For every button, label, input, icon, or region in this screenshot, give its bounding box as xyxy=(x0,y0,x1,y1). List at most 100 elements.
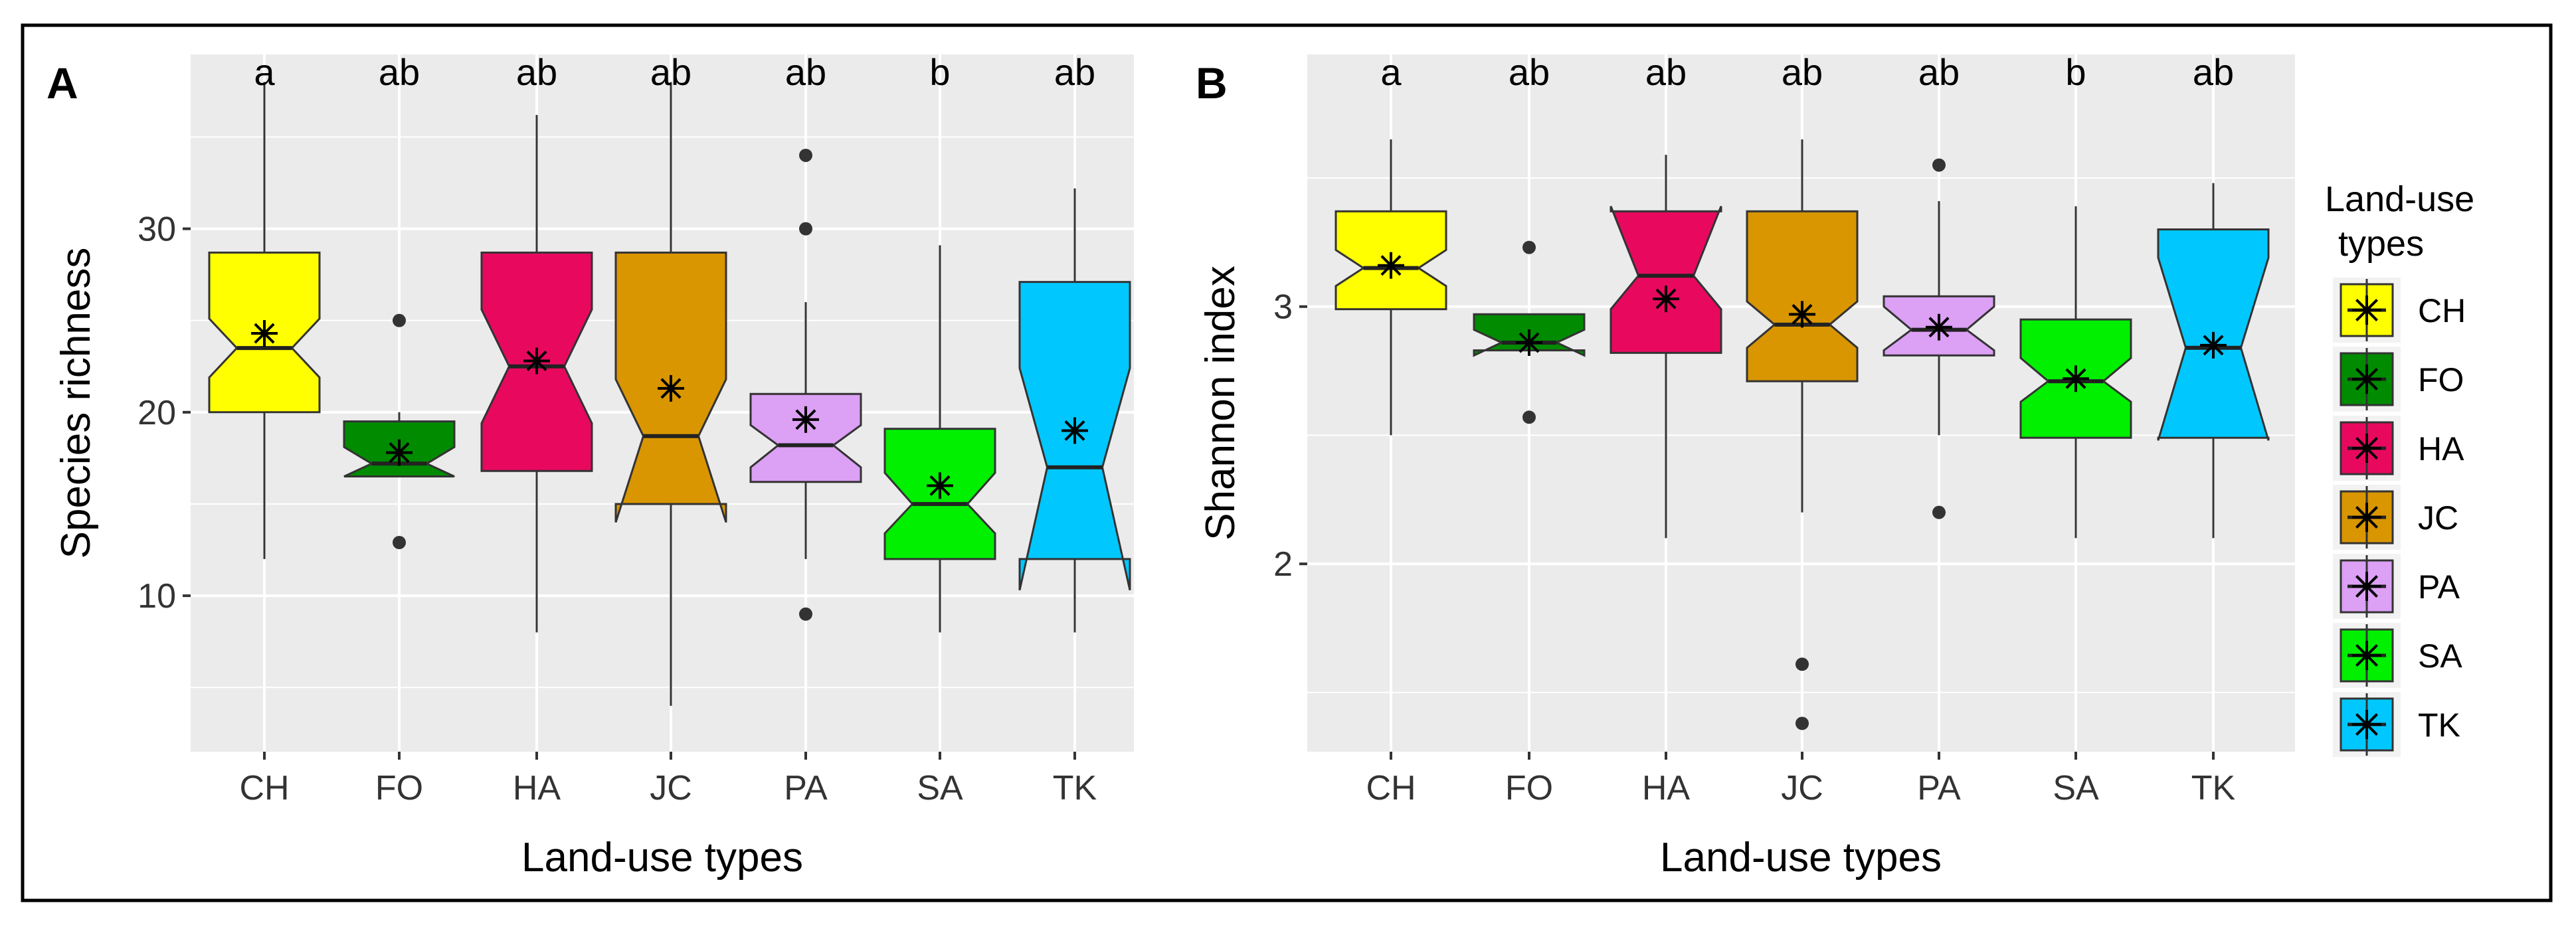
panel-a-box-fo xyxy=(343,313,456,549)
panel-b-x-axis-title: Land-use types xyxy=(1660,835,1942,881)
panel-a-x-tick-label: FO xyxy=(375,769,423,807)
legend-item-ha: HA xyxy=(2333,416,2464,481)
legend-item-jc: JC xyxy=(2333,485,2458,550)
legend-item-sa: SA xyxy=(2333,623,2462,688)
legend: Land-use types CH FO HA JC PA SA TK xyxy=(2325,179,2474,757)
mean-marker xyxy=(792,406,819,433)
outlier-point xyxy=(1932,505,1946,519)
panel-b-x-tick-label: SA xyxy=(2053,769,2099,807)
panel-a-box-ha xyxy=(480,115,593,633)
panel-b-box-fo xyxy=(1473,240,1586,424)
mean-marker xyxy=(2063,365,2089,392)
panel-a-y-axis-title: Species richness xyxy=(53,248,99,559)
outlier-point xyxy=(799,148,812,162)
legend-label-sa: SA xyxy=(2418,637,2462,675)
legend-key-mean-marker-stroke xyxy=(2355,506,2378,529)
mean-marker xyxy=(2200,331,2227,359)
mean-marker-stroke xyxy=(389,442,410,463)
mean-marker-stroke xyxy=(526,350,547,372)
panel-a-letter-sa: b xyxy=(929,51,950,93)
panel-a-box-pa xyxy=(749,148,862,621)
panel-a-letter-ch: a xyxy=(254,51,275,93)
legend-key-mean-marker xyxy=(2352,434,2381,463)
mean-marker xyxy=(658,375,684,402)
legend-key-mean-marker xyxy=(2352,710,2381,739)
panel-b-x-tick-label: FO xyxy=(1505,769,1553,807)
panel-a: a ab ab ab ab b ab 10 20 30 CH FO HA JC PA SA TK A Lan… xyxy=(46,51,1134,881)
panel-a-box-tk xyxy=(1018,188,1131,633)
legend-key-mean-marker xyxy=(2352,641,2381,670)
outlier-point xyxy=(393,313,406,327)
legend-items: CH FO HA JC PA SA TK xyxy=(2333,278,2466,757)
mean-marker xyxy=(927,472,953,499)
mean-marker-stroke xyxy=(1064,420,1085,442)
mean-marker xyxy=(1789,301,1815,328)
panel-b-y-tick-label: 3 xyxy=(1273,288,1293,327)
legend-item-ch: CH xyxy=(2333,278,2466,343)
panel-b-box-sa xyxy=(2019,206,2132,539)
outlier-point xyxy=(1795,657,1809,671)
legend-key-mean-marker-stroke xyxy=(2355,437,2378,460)
mean-marker xyxy=(1653,286,1679,313)
outlier-point xyxy=(1795,716,1809,730)
mean-marker xyxy=(1061,417,1088,444)
panel-a-letter-fo: ab xyxy=(379,51,420,93)
panel-b-y-tick-label: 2 xyxy=(1273,545,1293,584)
panel-a-x-tick-label: JC xyxy=(650,769,692,807)
outlier-point xyxy=(799,607,812,621)
legend-key-mean-marker-stroke xyxy=(2355,644,2378,667)
legend-key-mean-marker xyxy=(2352,365,2381,394)
panel-a-label: A xyxy=(46,58,78,108)
panel-a-significance-letters: a ab ab ab ab b ab xyxy=(254,51,1095,93)
legend-key-mean-marker xyxy=(2352,503,2381,532)
panel-b-y-tick-labels: 23 xyxy=(1273,288,1307,584)
panel-a-letter-ha: ab xyxy=(516,51,557,93)
panel-a-boxes xyxy=(208,82,1131,706)
panel-b-significance-letters: a ab ab ab ab b ab xyxy=(1380,51,2234,93)
panel-a-box-ch xyxy=(208,82,321,559)
outlier-point xyxy=(1932,158,1946,172)
panel-b-letter-ch: a xyxy=(1380,51,1402,93)
legend-key-mean-marker-stroke xyxy=(2355,368,2378,390)
mean-marker-stroke xyxy=(929,475,951,496)
panel-a-y-tick-labels: 10 20 30 xyxy=(138,211,191,616)
mean-marker-stroke xyxy=(795,409,816,430)
panel-b-y-axis-title: Shannon index xyxy=(1198,266,1243,541)
mean-marker-stroke xyxy=(1655,288,1677,309)
panel-a-x-tick-label: HA xyxy=(513,769,561,807)
panel-a-x-tick-label: SA xyxy=(917,769,963,807)
mean-marker-stroke xyxy=(2065,368,2086,389)
panel-b: a ab ab ab ab b ab 23 CH FO HA JC PA SA TK B Land-us… xyxy=(1196,51,2295,881)
panel-b-letter-jc: ab xyxy=(1782,51,1823,93)
legend-label-tk: TK xyxy=(2418,707,2460,744)
panel-b-box-pa xyxy=(1883,158,1995,519)
mean-marker xyxy=(386,439,413,466)
mean-marker xyxy=(1926,313,1952,341)
panel-b-letter-sa: b xyxy=(2065,51,2086,93)
legend-item-tk: TK xyxy=(2333,692,2460,757)
panel-b-boxes xyxy=(1334,139,2270,730)
notched-box xyxy=(1746,210,1859,382)
panel-a-y-tick-label: 10 xyxy=(138,577,176,616)
notched-box xyxy=(1610,206,1722,354)
legend-label-jc: JC xyxy=(2418,499,2458,537)
mean-marker-stroke xyxy=(660,378,682,399)
legend-label-pa: PA xyxy=(2418,568,2460,606)
panel-a-letter-jc: ab xyxy=(650,51,691,93)
notched-box xyxy=(749,392,862,483)
mean-marker xyxy=(1516,329,1542,356)
mean-marker-stroke xyxy=(2203,335,2224,356)
panel-b-x-tick-label: TK xyxy=(2191,769,2236,807)
panel-b-box-tk xyxy=(2157,183,2270,539)
panel-b-x-tick-label: PA xyxy=(1917,769,1961,807)
panel-b-letter-pa: ab xyxy=(1918,51,1960,93)
outlier-point xyxy=(1522,240,1536,254)
legend-key-mean-marker-stroke xyxy=(2355,575,2378,598)
panel-a-x-tick-label: PA xyxy=(784,769,828,807)
panel-a-x-axis-title: Land-use types xyxy=(521,835,803,881)
panel-b-label: B xyxy=(1196,58,1228,108)
mean-marker-stroke xyxy=(1928,317,1950,338)
legend-title-line-1: Land-use xyxy=(2325,179,2474,219)
panel-b-box-jc xyxy=(1746,139,1859,730)
